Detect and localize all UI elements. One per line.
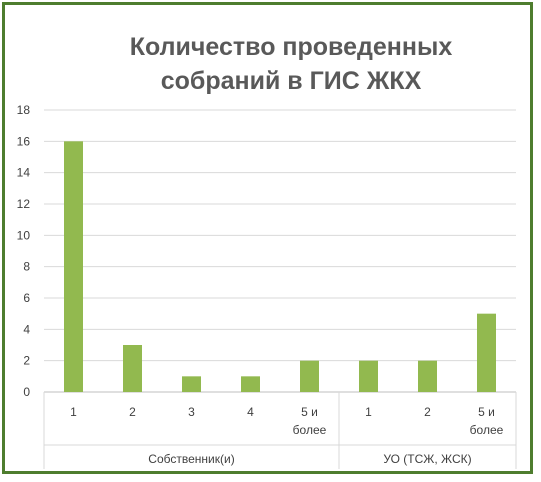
y-tick-label: 16	[17, 134, 31, 148]
y-tick-label: 0	[23, 385, 30, 399]
y-tick-label: 14	[17, 166, 31, 180]
y-tick-label: 12	[17, 197, 31, 211]
category-label: 5 и	[478, 405, 495, 419]
y-tick-label: 10	[17, 228, 31, 242]
category-label: более	[470, 423, 504, 437]
bar	[182, 376, 201, 392]
group-label: УО (ТСЖ, ЖСК)	[383, 452, 471, 466]
bar	[241, 376, 260, 392]
bar	[418, 360, 437, 392]
bar	[64, 141, 83, 392]
y-tick-label: 4	[23, 322, 30, 336]
y-tick-label: 2	[23, 354, 30, 368]
y-tick-label: 6	[23, 291, 30, 305]
chart-title-line: Количество проведенных	[130, 33, 453, 61]
bar	[359, 360, 378, 392]
category-label: 3	[188, 405, 195, 419]
y-tick-label: 18	[17, 103, 31, 117]
chart-frame	[2, 2, 533, 474]
category-label: 1	[365, 405, 372, 419]
category-label: более	[293, 423, 327, 437]
group-label: Собственник(и)	[148, 452, 234, 466]
y-tick-label: 8	[23, 260, 30, 274]
bar	[300, 360, 319, 392]
bar	[477, 313, 496, 392]
bar	[123, 345, 142, 392]
chart-title-line: собраний в ГИС ЖКХ	[161, 67, 422, 95]
category-label: 4	[247, 405, 254, 419]
category-label: 1	[70, 405, 77, 419]
category-label: 5 и	[301, 405, 318, 419]
category-label: 2	[424, 405, 431, 419]
category-label: 2	[129, 405, 136, 419]
